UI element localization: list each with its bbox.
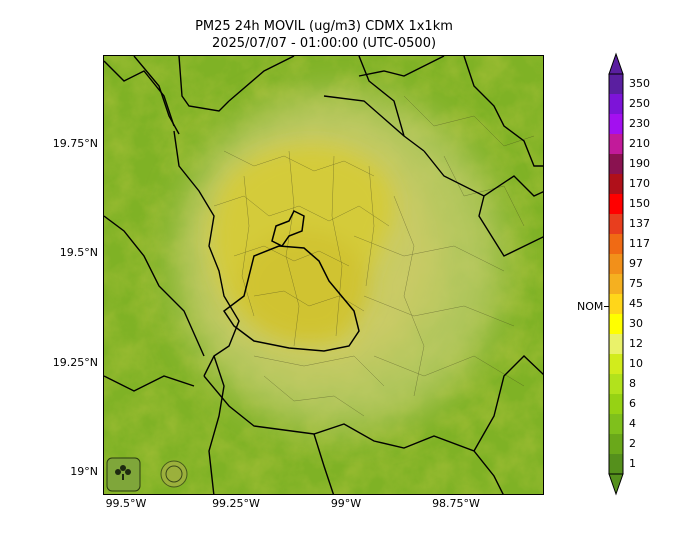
colorbar-tick-label: 190: [629, 157, 650, 170]
colorbar-segment: [609, 194, 623, 215]
colorbar-segment: [609, 94, 623, 115]
colorbar-tick-label: 12: [629, 337, 643, 350]
colorbar-tick-label: 75: [629, 277, 643, 290]
pm25-map: [103, 55, 544, 495]
colorbar-tick-label: 30: [629, 317, 643, 330]
map-subtitle: 2025/07/07 - 01:00:00 (UTC-0500): [211, 36, 437, 51]
colorbar-segment: [609, 154, 623, 175]
colorbar-tick-label: 117: [629, 237, 650, 250]
colorbar-tick-label: 150: [629, 197, 650, 210]
colorbar-tick-label: 2: [629, 437, 636, 450]
colorbar-segment: [609, 174, 623, 195]
lat-tick-label: 19.5°N: [59, 246, 98, 259]
colorbar-tick-label: 6: [629, 397, 636, 410]
lat-tick-label: 19.75°N: [52, 137, 98, 150]
colorbar-tick-label: 10: [629, 357, 643, 370]
lon-tick-label: 98.75°W: [432, 497, 480, 510]
map-title: PM25 24h MOVIL (ug/m3) CDMX 1x1km: [195, 19, 453, 34]
colorbar-tick-label: 230: [629, 117, 650, 130]
colorbar-segment: [609, 234, 623, 255]
colorbar-tick-label: 45: [629, 297, 643, 310]
colorbar-segment: [609, 374, 623, 395]
colorbar-segment: [609, 294, 623, 315]
lat-tick-label: 19°N: [70, 465, 98, 478]
colorbar-tick-label: 350: [629, 77, 650, 90]
colorbar-segment: [609, 394, 623, 415]
colorbar-tick-label: 8: [629, 377, 636, 390]
colorbar-extend-max: [608, 52, 624, 75]
colorbar-segment: [609, 434, 623, 455]
colorbar-tick-label: 1: [629, 457, 636, 470]
colorbar-tick-label: 97: [629, 257, 643, 270]
colorbar-segment: [609, 414, 623, 435]
lon-tick-label: 99.5°W: [105, 497, 147, 510]
colorbar-segment: [609, 254, 623, 275]
colorbar-segment: [609, 354, 623, 375]
colorbar-tick-label: 137: [629, 217, 650, 230]
pm25-heatmap: [104, 56, 543, 494]
colorbar-segment: [609, 114, 623, 135]
colorbar-tick-label: 210: [629, 137, 650, 150]
colorbar-segment: [609, 454, 623, 475]
lon-tick-label: 99°W: [330, 497, 362, 510]
colorbar-tick-label: 170: [629, 177, 650, 190]
lon-tick-label: 99.25°W: [212, 497, 260, 510]
colorbar-segment: [609, 274, 623, 295]
colorbar-extend-min: [608, 473, 624, 496]
colorbar-segment: [609, 314, 623, 335]
colorbar-tick-label: 4: [629, 417, 636, 430]
colorbar-tick-label: 250: [629, 97, 650, 110]
colorbar-segment: [609, 214, 623, 235]
nom-tick: [604, 306, 609, 307]
lat-tick-label: 19.25°N: [52, 356, 98, 369]
colorbar-segment: [609, 134, 623, 155]
sedema-logo: [106, 457, 141, 492]
nom-label: NOM: [577, 300, 604, 313]
cdmx-logo: [160, 460, 188, 488]
colorbar-segment: [609, 74, 623, 95]
colorbar-segment: [609, 334, 623, 355]
colorbar: [608, 52, 624, 496]
